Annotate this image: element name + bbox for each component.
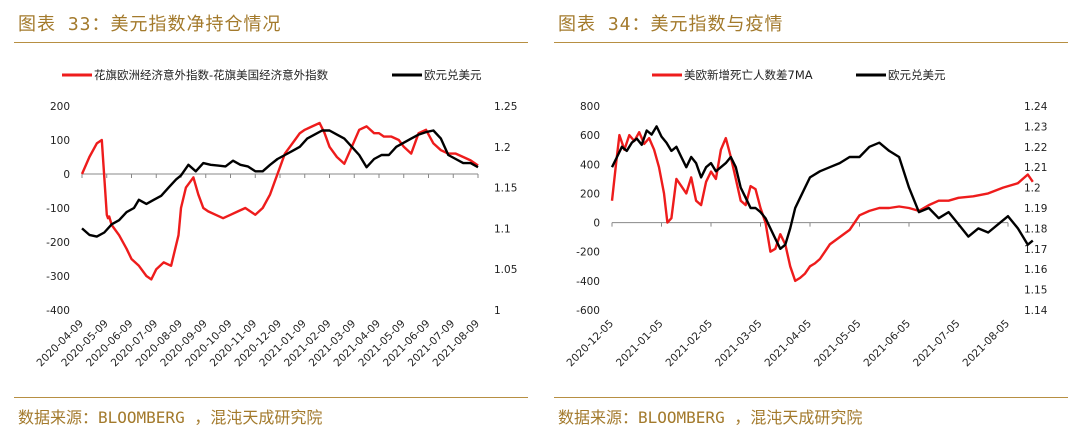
y-left-tick-label: 200 — [580, 188, 600, 200]
y-right-tick-label: 1.05 — [494, 264, 517, 276]
y-left-tick-label: 0 — [593, 218, 600, 230]
series-line-red — [610, 130, 1034, 283]
x-tick-label: 2021-04-05 — [762, 318, 814, 370]
x-tick-label: 2021-07-05 — [911, 318, 963, 370]
y-right-tick-label: 1.17 — [1024, 244, 1047, 256]
y-left-tick-label: 0 — [63, 169, 70, 181]
y-left-tick-label: 800 — [580, 101, 600, 113]
y-right-tick-label: 1.19 — [1024, 203, 1047, 215]
y-right-tick-label: 1.2 — [494, 142, 511, 154]
series-line-black — [81, 129, 479, 238]
y-left-tick-label: -100 — [46, 203, 70, 215]
y-left-tick-label: -200 — [46, 237, 70, 249]
y-left-tick-label: -300 — [46, 271, 70, 283]
legend-label: 欧元兑美元 — [888, 68, 946, 82]
y-right-tick-label: 1.18 — [1024, 223, 1047, 235]
x-tick-label: 2021-03-05 — [713, 318, 765, 370]
y-right-tick-label: 1.22 — [1024, 142, 1047, 154]
x-tick-label: 2021-08-05 — [960, 318, 1012, 370]
x-tick-label: 2021-06-05 — [861, 318, 913, 370]
chart-left: 2020-04-092020-05-092020-06-092020-07-09… — [34, 68, 517, 369]
y-right-tick-label: 1.14 — [1024, 305, 1048, 317]
x-tick-label: 2021-02-05 — [663, 318, 715, 370]
y-right-tick-label: 1.2 — [1024, 183, 1041, 195]
x-tick-label: 2021-05-05 — [812, 318, 864, 370]
y-right-tick-label: 1.23 — [1024, 121, 1047, 133]
chart-title-left: 图表 33：美元指数净持仓情况 — [18, 14, 282, 35]
chart-panel-left: 图表 33：美元指数净持仓情况 2020-04-09 2020-05-09 2020… — [14, 14, 528, 427]
source-divider — [14, 397, 528, 398]
chart-panel-right: 图表 34：美元指数与疫情 2020-12-05 2021-01-05 2021-0… — [540, 0, 1080, 440]
y-left-tick-label: 600 — [580, 130, 600, 142]
chart-title-right: 图表 34：美元指数与疫情 — [558, 14, 784, 35]
y-right-tick-label: 1.24 — [1024, 101, 1048, 113]
y-left-tick-label: 100 — [50, 135, 70, 147]
y-right-tick-label: 1.25 — [494, 101, 517, 113]
y-right-tick-label: 1.1 — [494, 223, 511, 235]
legend-label: 欧元兑美元 — [424, 68, 482, 82]
y-right-tick-label: 1 — [494, 305, 501, 317]
y-left-tick-label: -400 — [576, 276, 600, 288]
chart-right: 2020-12-052021-01-052021-02-052021-03-05… — [564, 68, 1048, 370]
source-note-left: 数据来源：BLOOMBERG ，混沌天成研究院 — [18, 408, 323, 427]
x-tick-label: 2021-01-05 — [614, 318, 666, 370]
y-right-tick-label: 1.15 — [494, 183, 517, 195]
legend-label: 花旗欧洲经济意外指数-花旗美国经济意外指数 — [94, 68, 329, 82]
title-divider — [14, 42, 528, 43]
y-left-tick-label: -200 — [576, 247, 600, 259]
y-right-tick-label: 1.15 — [1024, 285, 1047, 297]
source-note-right: 数据来源：BLOOMBERG ，混沌天成研究院 — [558, 408, 863, 427]
series-line-black — [610, 125, 1034, 251]
legend-label: 美欧新增死亡人数差7MA — [684, 68, 813, 82]
x-tick-label: 2020-12-05 — [564, 318, 616, 370]
title-divider — [554, 42, 1068, 43]
y-left-tick-label: -400 — [46, 305, 70, 317]
y-left-tick-label: -600 — [576, 305, 600, 317]
y-left-tick-label: 200 — [50, 101, 70, 113]
y-right-tick-label: 1.16 — [1024, 264, 1048, 276]
y-left-tick-label: 400 — [580, 159, 600, 171]
source-divider — [554, 397, 1068, 398]
y-right-tick-label: 1.21 — [1024, 162, 1047, 174]
